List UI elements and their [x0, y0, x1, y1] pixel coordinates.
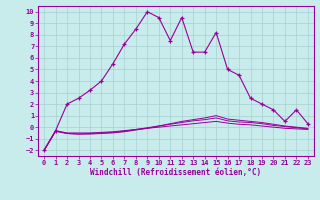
X-axis label: Windchill (Refroidissement éolien,°C): Windchill (Refroidissement éolien,°C) [91, 168, 261, 177]
